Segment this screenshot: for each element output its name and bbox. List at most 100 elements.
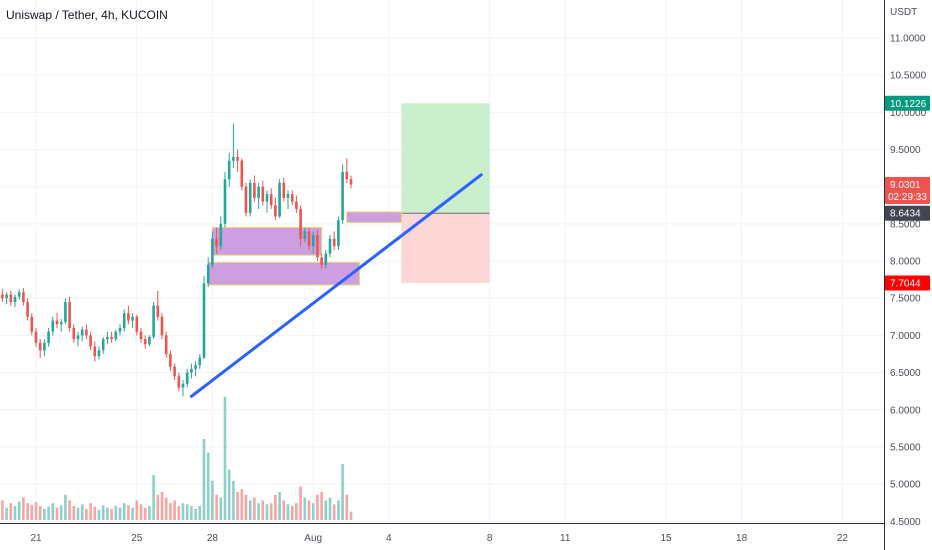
candle: [206, 257, 210, 288]
volume-bar: [215, 494, 218, 520]
candle: [76, 331, 80, 347]
candle-body: [164, 335, 168, 354]
candle-body: [261, 186, 265, 202]
trendline[interactable]: [189, 173, 483, 398]
volume-bar: [17, 501, 21, 520]
candle: [101, 336, 105, 354]
long-position-tool[interactable]: [401, 103, 490, 284]
candle: [17, 289, 21, 300]
candle-body: [5, 294, 8, 299]
candle: [202, 275, 206, 360]
countdown-label: 02:29:33: [888, 192, 927, 203]
candle-body: [118, 327, 122, 332]
candle: [89, 331, 92, 351]
volume-bar: [143, 507, 147, 520]
candle: [311, 231, 315, 254]
volume-bars: [1, 396, 353, 520]
candle: [274, 197, 277, 221]
candle: [110, 331, 113, 343]
volume-bar: [110, 508, 113, 520]
volume-bar: [311, 503, 315, 520]
y-tick-label: 10.0000: [890, 108, 927, 119]
candle: [143, 335, 147, 349]
candle-body: [223, 179, 227, 224]
candle: [261, 180, 265, 206]
volume-bar: [198, 506, 202, 520]
candle-body: [17, 292, 21, 297]
candle: [181, 380, 185, 397]
candle: [135, 314, 139, 336]
candle-body: [303, 231, 307, 239]
volume-bar: [181, 503, 185, 520]
volume-bar: [127, 505, 130, 520]
candle-body: [274, 205, 277, 217]
volume-bar: [316, 494, 319, 520]
y-tick-label: 6.0000: [890, 405, 921, 416]
chart-title: Uniswap / Tether, 4h, KUCOIN: [6, 8, 168, 22]
candle: [248, 179, 252, 217]
volume-bar: [324, 500, 328, 520]
volume-bar: [47, 506, 50, 520]
candle: [72, 324, 76, 343]
candle-body: [97, 350, 101, 357]
volume-bar: [219, 497, 223, 520]
volume-bar: [332, 504, 336, 520]
volume-bar: [240, 489, 244, 520]
candle-body: [139, 331, 143, 340]
candle: [51, 316, 55, 336]
candle: [240, 158, 244, 191]
volume-bar: [80, 504, 84, 520]
volume-bar: [30, 504, 34, 520]
candle-body: [47, 331, 50, 343]
volume-bar: [194, 508, 197, 520]
volume-bar: [22, 497, 25, 520]
candle: [43, 339, 46, 357]
volume-bar: [164, 497, 168, 520]
grid-lines: [0, 0, 884, 523]
candle-body: [30, 316, 34, 332]
candle-body: [51, 320, 55, 332]
candle: [13, 294, 17, 308]
candle: [324, 249, 328, 269]
candle-body: [26, 301, 29, 317]
candle-body: [265, 194, 269, 202]
candle-body: [152, 305, 155, 337]
candle-body: [316, 235, 319, 258]
y-tick-label: 8.0000: [890, 257, 921, 268]
candle: [30, 313, 34, 336]
volume-bar: [345, 494, 349, 520]
candle-body: [349, 179, 353, 185]
volume-bar: [156, 494, 160, 520]
candle: [341, 164, 344, 224]
volume-bar: [227, 469, 231, 520]
candle: [85, 324, 88, 340]
candle-body: [345, 171, 349, 180]
price-axis[interactable]: 11.000010.500010.00009.50009.00008.50008…: [884, 0, 927, 550]
candle: [173, 363, 176, 381]
volume-bar: [139, 504, 143, 520]
volume-bar: [307, 500, 311, 520]
candle-body: [38, 342, 42, 351]
candle: [106, 331, 109, 345]
price-badge-label: 8.6434: [890, 209, 921, 220]
candle: [299, 205, 302, 247]
candle-body: [89, 335, 92, 347]
candle-body: [148, 336, 151, 345]
candle-body: [332, 238, 336, 247]
volume-bar: [160, 492, 164, 520]
candle: [257, 183, 260, 210]
candle-body: [286, 194, 290, 198]
y-tick-label: 5.5000: [890, 442, 921, 453]
candle: [320, 253, 323, 269]
time-axis[interactable]: 21 25 28 Aug 4 8 11 15 18 22: [0, 523, 884, 545]
demand-zone: [207, 262, 360, 286]
candle: [253, 175, 256, 202]
volume-bar: [261, 500, 265, 520]
candle-body: [232, 156, 235, 161]
volume-bar: [265, 504, 269, 520]
price-badge: [885, 275, 930, 291]
trendline-segment: [189, 173, 483, 398]
y-tick-label: 11.0000: [890, 34, 926, 45]
